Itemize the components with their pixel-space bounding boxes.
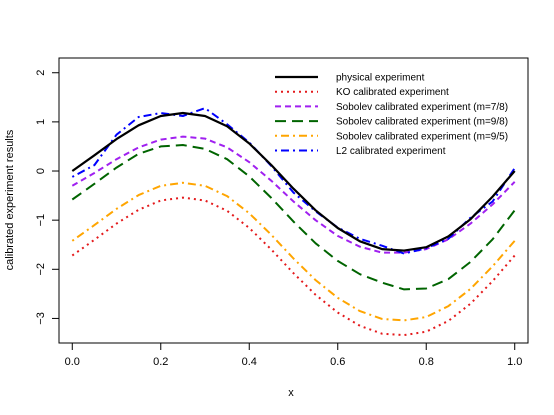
legend: physical experiment KO calibrated experim… — [275, 73, 508, 157]
y-tick-label: 1 — [35, 119, 47, 125]
legend-label-0: physical experiment — [336, 73, 425, 84]
x-tick-label: 0.8 — [419, 356, 434, 368]
legend-label-4: Sobolev calibrated experiment (m=9/5) — [336, 131, 508, 142]
series-line-4 — [71, 181, 516, 322]
y-axis: −3 −2 −1 0 1 2 — [35, 70, 60, 325]
series-line-0 — [71, 111, 516, 252]
series-line-1 — [71, 196, 516, 337]
x-tick-label: 0.6 — [330, 356, 345, 368]
y-tick-label: 2 — [35, 70, 47, 76]
y-tick-label: −2 — [35, 263, 47, 276]
x-tick-label: 1.0 — [507, 356, 522, 368]
series-line-2 — [71, 135, 516, 254]
y-tick-label: −3 — [35, 312, 47, 325]
x-tick-label: 0.0 — [65, 356, 80, 368]
legend-label-2: Sobolev calibrated experiment (m=7/8) — [336, 102, 508, 113]
y-tick-label: −1 — [35, 214, 47, 227]
series-line-5 — [71, 107, 516, 255]
y-tick-label: 0 — [35, 168, 47, 174]
y-axis-title: calibrated experiment results — [4, 129, 16, 270]
legend-label-1: KO calibrated experiment — [336, 87, 449, 98]
legend-label-3: Sobolev calibrated experiment (m=9/8) — [336, 117, 508, 128]
series-line-3 — [71, 144, 516, 291]
series-layer — [71, 107, 516, 337]
x-tick-label: 0.2 — [153, 356, 168, 368]
x-axis-title: x — [288, 387, 294, 399]
x-tick-label: 0.4 — [242, 356, 257, 368]
legend-label-5: L2 calibrated experiment — [336, 146, 446, 157]
x-axis: 0.0 0.2 0.4 0.6 0.8 1.0 — [65, 342, 522, 368]
